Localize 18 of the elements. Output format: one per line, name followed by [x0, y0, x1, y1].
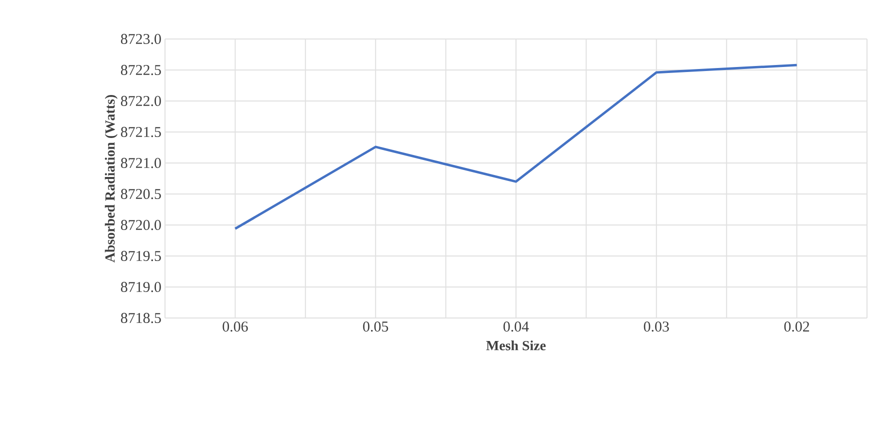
y-tick-label: 8720.0	[120, 220, 161, 230]
x-tick-label: 0.06	[222, 322, 248, 332]
y-tick-label: 8719.0	[120, 282, 161, 292]
y-tick-label: 8720.5	[120, 188, 161, 200]
y-tick-label: 8719.5	[120, 250, 161, 262]
y-tick-label: 8721.5	[120, 126, 161, 138]
y-tick-label: 8723.0	[120, 34, 161, 44]
line-series	[234, 64, 798, 230]
x-tick-label: 0.02	[784, 322, 810, 332]
y-tick-label: 8721.0	[120, 158, 161, 168]
y-tick-label: 8718.5	[120, 312, 161, 324]
y-tick-label: 8722.0	[120, 96, 161, 106]
x-axis-title: Mesh Size	[486, 340, 546, 350]
x-tick-label: 0.04	[503, 322, 529, 332]
y-tick-label: 8722.5	[120, 64, 161, 76]
x-tick-label: 0.03	[644, 322, 669, 332]
y-axis-title: Absorbed Radiation (Watts)	[104, 95, 118, 262]
x-tick-label: 0.05	[363, 322, 388, 332]
